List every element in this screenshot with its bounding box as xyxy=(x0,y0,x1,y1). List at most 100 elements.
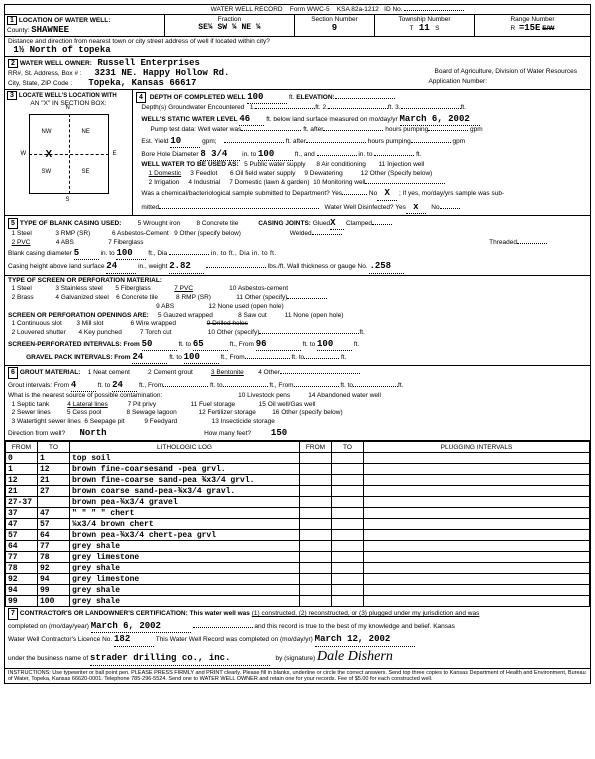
gw1f[interactable] xyxy=(255,108,315,109)
gm4f[interactable] xyxy=(280,373,360,374)
sect-6: 6 xyxy=(8,367,18,378)
s11f[interactable] xyxy=(287,298,327,299)
egpm: gpm; xyxy=(202,138,216,145)
u4: 4 Industrial xyxy=(188,179,220,186)
p1t: 65 xyxy=(193,338,228,351)
pump3[interactable] xyxy=(428,130,468,131)
dist-label: Distance and direction from nearest town… xyxy=(8,38,270,45)
log-cell xyxy=(332,530,364,541)
e: E xyxy=(112,151,116,157)
static-date: March 6, 2002 xyxy=(400,113,480,126)
log-cell xyxy=(364,585,590,596)
log-cell: brown fine-coarsesand -pea grvl. xyxy=(70,464,300,475)
g2f[interactable] xyxy=(245,358,290,359)
log-cell xyxy=(364,530,590,541)
ct14: 14 Abandoned water well xyxy=(308,392,381,399)
ct11: 11 Fuel storage xyxy=(190,401,235,408)
chem-date[interactable] xyxy=(159,208,319,209)
c5: 5 Wrought iron xyxy=(138,220,181,227)
c1: 1 Steel xyxy=(12,230,32,237)
comp2[interactable] xyxy=(193,627,253,628)
gi3f[interactable] xyxy=(294,386,339,387)
c3: 3 RMP (SR) xyxy=(55,230,90,237)
d2[interactable] xyxy=(169,254,209,255)
log-cell: 78 xyxy=(6,563,38,574)
rec-date: March 12, 2002 xyxy=(315,633,415,647)
log-cell xyxy=(332,453,364,464)
log-cell: 100 xyxy=(38,596,70,607)
log-cell xyxy=(332,519,364,530)
log-cell: grey limestone xyxy=(70,574,300,585)
log-cell xyxy=(332,574,364,585)
u2: 2 Irrigation xyxy=(149,179,180,186)
gi2f[interactable] xyxy=(163,386,208,387)
sect-7: 7 xyxy=(8,608,18,620)
loc-title: LOCATION OF WATER WELL: xyxy=(19,17,110,24)
pump2[interactable] xyxy=(323,130,383,131)
log-cell: grey limestone xyxy=(70,552,300,563)
bore3[interactable] xyxy=(317,155,357,156)
de: in. to ft., Dia in. to ft. xyxy=(211,250,277,257)
gw3f[interactable] xyxy=(401,108,461,109)
u8: 8 Air conditioning xyxy=(316,161,366,168)
log-cell xyxy=(364,552,590,563)
gw2f[interactable] xyxy=(328,108,388,109)
est2[interactable] xyxy=(224,142,284,143)
gi3t[interactable] xyxy=(353,386,398,387)
di: in. to xyxy=(101,250,115,257)
log-cell xyxy=(364,464,590,475)
u-other[interactable] xyxy=(365,183,445,184)
log-cell: brown fine-coarse sand-pea ¾x3/4 grvl. xyxy=(70,475,300,486)
rng-ew: E/W xyxy=(542,25,554,32)
pump1[interactable] xyxy=(241,130,301,131)
table-row: 2127brown coarse sand-pea-¾x3/4 gravl. xyxy=(6,486,590,497)
ct7: 7 Pit privy xyxy=(128,401,157,408)
u9: 9 Dewatering xyxy=(304,170,342,177)
log-cell: brown pea-¾x3/4 gravel xyxy=(70,497,300,508)
o3: 3 Mill slot xyxy=(76,320,103,327)
section-5: 5TYPE OF BLANK CASING USED: 5 Wrought ir… xyxy=(5,216,590,276)
signature: Dale Dishern xyxy=(317,649,393,664)
chem-y[interactable] xyxy=(342,194,367,195)
id-field[interactable] xyxy=(404,10,464,11)
diam-to: 100 xyxy=(116,247,146,260)
glued-x: X xyxy=(330,217,344,230)
bf: ft., and xyxy=(295,151,315,158)
s3: 3 Stainless steel xyxy=(55,285,102,292)
bi2: in. to xyxy=(358,151,372,158)
log-cell: 1 xyxy=(6,464,38,475)
g2t[interactable] xyxy=(304,358,339,359)
threaded-f[interactable] xyxy=(517,243,547,244)
log-cell: 12 xyxy=(6,475,38,486)
log-cell: brown pea-¾x3/4 chert-pea grvl xyxy=(70,530,300,541)
est4[interactable] xyxy=(411,142,451,143)
gauge: .258 xyxy=(369,260,404,273)
bore4[interactable] xyxy=(374,155,414,156)
p1f: 50 xyxy=(142,338,177,351)
o10f[interactable] xyxy=(259,333,359,334)
twp-t: T xyxy=(410,25,414,32)
hi: in., weight xyxy=(138,263,167,270)
form-title: WATER WELL RECORD xyxy=(211,6,283,13)
ft3a: ft. xyxy=(354,341,359,348)
table-row: 99100grey shale xyxy=(6,596,590,607)
u12: 12 Other (Specify below) xyxy=(361,170,433,177)
open-label: SCREEN OR PERFORATION OPENINGS ARE: xyxy=(8,312,149,319)
dir-label: Direction from well? xyxy=(8,430,65,437)
dis-no[interactable] xyxy=(440,208,460,209)
log-cell xyxy=(332,497,364,508)
o10: 10 Other (specify) xyxy=(208,329,260,336)
w2[interactable] xyxy=(206,267,266,268)
c9: 9 Other (specify below) xyxy=(174,230,241,237)
clamped-f[interactable] xyxy=(372,224,392,225)
est3[interactable] xyxy=(306,142,366,143)
ft2a: ft. to xyxy=(303,341,316,348)
clamped: Clamped xyxy=(346,220,372,227)
log-cell xyxy=(364,508,590,519)
elev-field[interactable] xyxy=(335,98,395,99)
gi2t[interactable] xyxy=(223,386,268,387)
gi1f: 4 xyxy=(71,379,96,392)
diam-label: Blank casing diameter xyxy=(8,250,72,257)
welded-f[interactable] xyxy=(312,234,342,235)
table-row: 9499grey shale xyxy=(6,585,590,596)
